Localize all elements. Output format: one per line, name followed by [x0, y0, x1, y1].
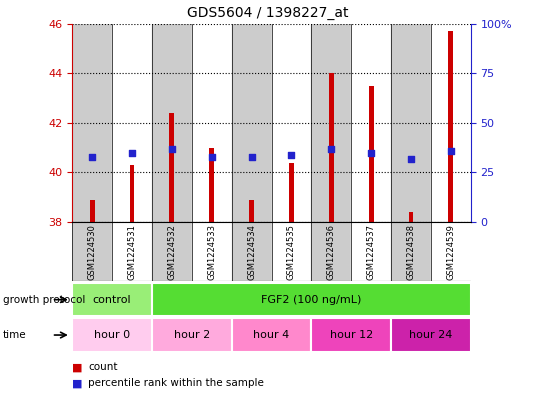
- Bar: [170, 113, 174, 222]
- Bar: [289, 163, 294, 222]
- Bar: [152, 318, 232, 352]
- Bar: [112, 24, 152, 222]
- Text: hour 12: hour 12: [330, 330, 373, 340]
- Point: [167, 145, 176, 152]
- Bar: [152, 24, 192, 222]
- Text: hour 2: hour 2: [174, 330, 210, 340]
- Text: GSM1224535: GSM1224535: [287, 224, 296, 280]
- Bar: [272, 222, 311, 281]
- Text: GSM1224534: GSM1224534: [247, 224, 256, 280]
- Text: FGF2 (100 ng/mL): FGF2 (100 ng/mL): [261, 295, 362, 305]
- Bar: [72, 222, 112, 281]
- Bar: [152, 283, 471, 316]
- Text: time: time: [3, 330, 26, 340]
- Bar: [272, 24, 311, 222]
- Point: [128, 149, 136, 156]
- Text: count: count: [88, 362, 118, 373]
- Bar: [192, 24, 232, 222]
- Bar: [351, 222, 391, 281]
- Bar: [311, 24, 351, 222]
- Bar: [72, 24, 112, 222]
- Point: [327, 145, 335, 152]
- Point: [367, 149, 376, 156]
- Text: GSM1224538: GSM1224538: [407, 224, 416, 280]
- Bar: [129, 165, 134, 222]
- Bar: [72, 283, 152, 316]
- Bar: [232, 24, 271, 222]
- Bar: [232, 318, 311, 352]
- Text: GSM1224532: GSM1224532: [167, 224, 177, 280]
- Bar: [431, 222, 471, 281]
- Text: hour 4: hour 4: [254, 330, 289, 340]
- Bar: [391, 318, 471, 352]
- Point: [447, 147, 455, 154]
- Bar: [448, 31, 453, 222]
- Bar: [391, 24, 431, 222]
- Text: GDS5604 / 1398227_at: GDS5604 / 1398227_at: [187, 6, 348, 20]
- Bar: [90, 200, 95, 222]
- Bar: [431, 24, 471, 222]
- Text: growth protocol: growth protocol: [3, 295, 85, 305]
- Bar: [391, 222, 431, 281]
- Text: ■: ■: [72, 378, 83, 388]
- Text: GSM1224537: GSM1224537: [366, 224, 376, 280]
- Bar: [329, 73, 334, 222]
- Point: [287, 151, 296, 158]
- Bar: [72, 318, 152, 352]
- Text: GSM1224531: GSM1224531: [127, 224, 136, 280]
- Bar: [209, 148, 214, 222]
- Bar: [311, 222, 351, 281]
- Bar: [249, 200, 254, 222]
- Bar: [351, 24, 391, 222]
- Text: GSM1224539: GSM1224539: [446, 224, 455, 280]
- Text: hour 0: hour 0: [94, 330, 130, 340]
- Bar: [232, 222, 271, 281]
- Text: GSM1224530: GSM1224530: [88, 224, 97, 280]
- Point: [208, 153, 216, 160]
- Text: GSM1224536: GSM1224536: [327, 224, 336, 280]
- Bar: [369, 86, 373, 222]
- Text: control: control: [93, 295, 132, 305]
- Text: percentile rank within the sample: percentile rank within the sample: [88, 378, 264, 388]
- Point: [88, 153, 96, 160]
- Point: [407, 155, 415, 162]
- Text: hour 24: hour 24: [409, 330, 453, 340]
- Bar: [152, 222, 192, 281]
- Point: [247, 153, 256, 160]
- Text: ■: ■: [72, 362, 83, 373]
- Bar: [112, 222, 152, 281]
- Text: GSM1224533: GSM1224533: [207, 224, 216, 280]
- Bar: [409, 212, 414, 222]
- Bar: [311, 318, 391, 352]
- Bar: [192, 222, 232, 281]
